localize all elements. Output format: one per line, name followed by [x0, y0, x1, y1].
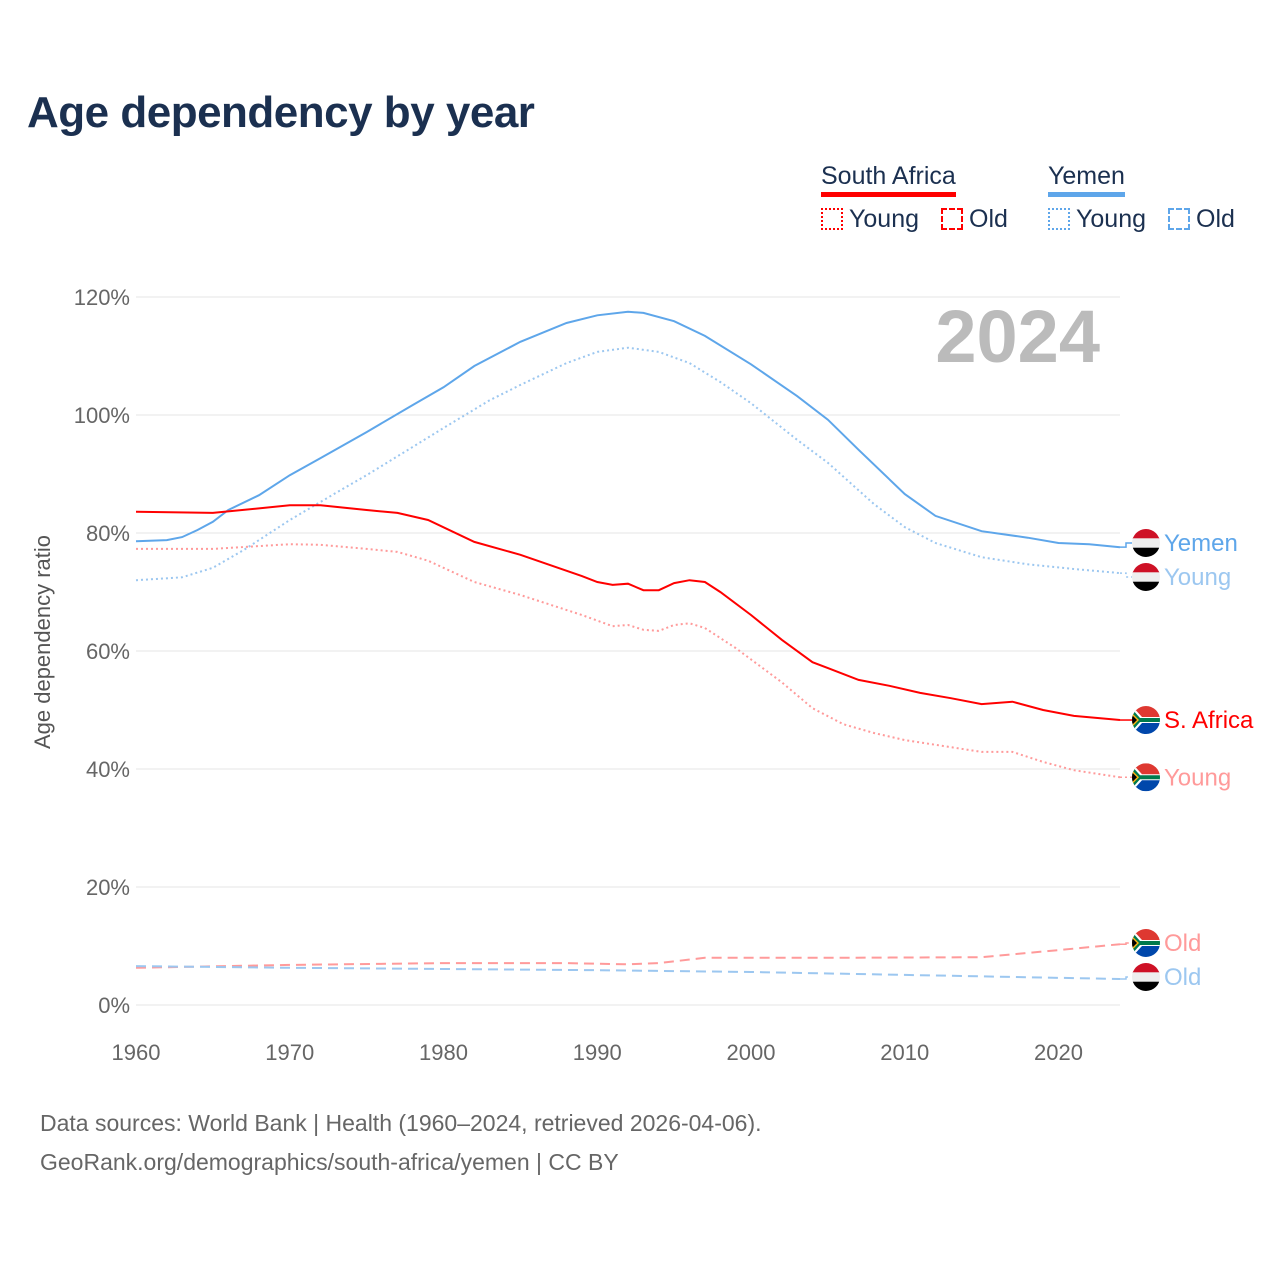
connector-line — [1120, 542, 1132, 548]
legend-label: Old — [969, 205, 1008, 233]
legend-south-africa-title: South Africa — [821, 162, 956, 197]
series-end-label: Yemen — [1164, 530, 1238, 557]
legend-yemen-title: Yemen — [1048, 162, 1125, 197]
dotted-swatch-icon — [821, 208, 843, 230]
legend-yemen: Yemen — [1048, 162, 1125, 197]
y-tick-label: 80% — [86, 521, 130, 546]
legend-south-africa: South Africa — [821, 162, 956, 197]
legend-label: Young — [849, 205, 919, 233]
yemen-flag-icon — [1132, 963, 1160, 992]
y-tick-label: 120% — [74, 285, 130, 310]
x-tick-label: 1990 — [573, 1040, 622, 1065]
south-africa-flag-icon — [1132, 763, 1160, 791]
legend-label: Old — [1196, 205, 1235, 233]
series-line-yemen-old — [135, 965, 1121, 980]
y-tick-label: 60% — [86, 639, 130, 664]
series-line-south-africa-old — [135, 943, 1121, 969]
y-tick-label: 20% — [86, 875, 130, 900]
legend-yemen-old: Old — [1168, 205, 1235, 234]
y-axis-label: Age dependency ratio — [30, 535, 55, 749]
series-line-yemen-young — [135, 346, 1121, 582]
series-end-label: Young — [1164, 564, 1231, 591]
connector-line — [1120, 942, 1132, 945]
series-end-label: Old — [1164, 930, 1201, 957]
source-line-2[interactable]: GeoRank.org/demographics/south-africa/ye… — [40, 1149, 619, 1175]
chart-title: Age dependency by year — [27, 88, 535, 137]
source-line-1: Data sources: World Bank | Health (1960–… — [40, 1110, 762, 1136]
south-africa-flag-icon — [1132, 706, 1160, 734]
dashed-swatch-icon — [941, 208, 963, 230]
legend-yemen-young: Young — [1048, 205, 1146, 234]
dotted-swatch-icon — [1048, 208, 1070, 230]
x-tick-label: 1970 — [265, 1040, 314, 1065]
year-watermark: 2024 — [935, 295, 1100, 378]
series-line-south-africa — [135, 504, 1121, 721]
legend-sa-old: Old — [941, 205, 1008, 234]
y-tick-label: 100% — [74, 403, 130, 428]
series-end-label: Young — [1164, 764, 1231, 791]
yemen-flag-icon — [1132, 529, 1160, 558]
yemen-flag-icon — [1132, 563, 1160, 592]
dashed-swatch-icon — [1168, 208, 1190, 230]
x-tick-label: 1960 — [112, 1040, 161, 1065]
x-tick-label: 2000 — [727, 1040, 776, 1065]
y-tick-label: 0% — [98, 993, 130, 1018]
series-line-south-africa-young — [136, 543, 1121, 779]
south-africa-flag-icon — [1132, 929, 1160, 957]
connector-line — [1120, 572, 1132, 578]
series-end-label: Old — [1164, 964, 1201, 991]
series-line-yemen — [135, 310, 1121, 549]
x-tick-label: 2010 — [880, 1040, 929, 1065]
legend-sa-young: Young — [821, 205, 919, 234]
legend-label: Young — [1076, 205, 1146, 233]
y-tick-label: 40% — [86, 757, 130, 782]
x-tick-label: 1980 — [419, 1040, 468, 1065]
x-tick-label: 2020 — [1034, 1040, 1083, 1065]
series-end-label: S. Africa — [1164, 707, 1254, 734]
connector-line — [1120, 976, 1132, 980]
